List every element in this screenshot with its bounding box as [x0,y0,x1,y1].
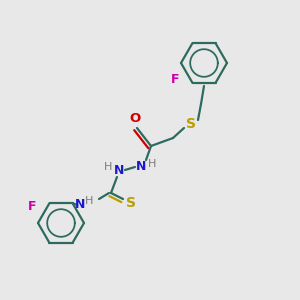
Text: N: N [114,164,124,178]
Text: H: H [148,159,156,169]
Text: N: N [136,160,146,172]
Text: F: F [28,200,37,213]
Text: O: O [129,112,141,125]
Text: S: S [126,196,136,210]
Text: F: F [171,73,180,86]
Text: H: H [85,196,93,206]
Text: H: H [104,162,112,172]
Text: N: N [75,197,85,211]
Text: S: S [186,117,196,131]
